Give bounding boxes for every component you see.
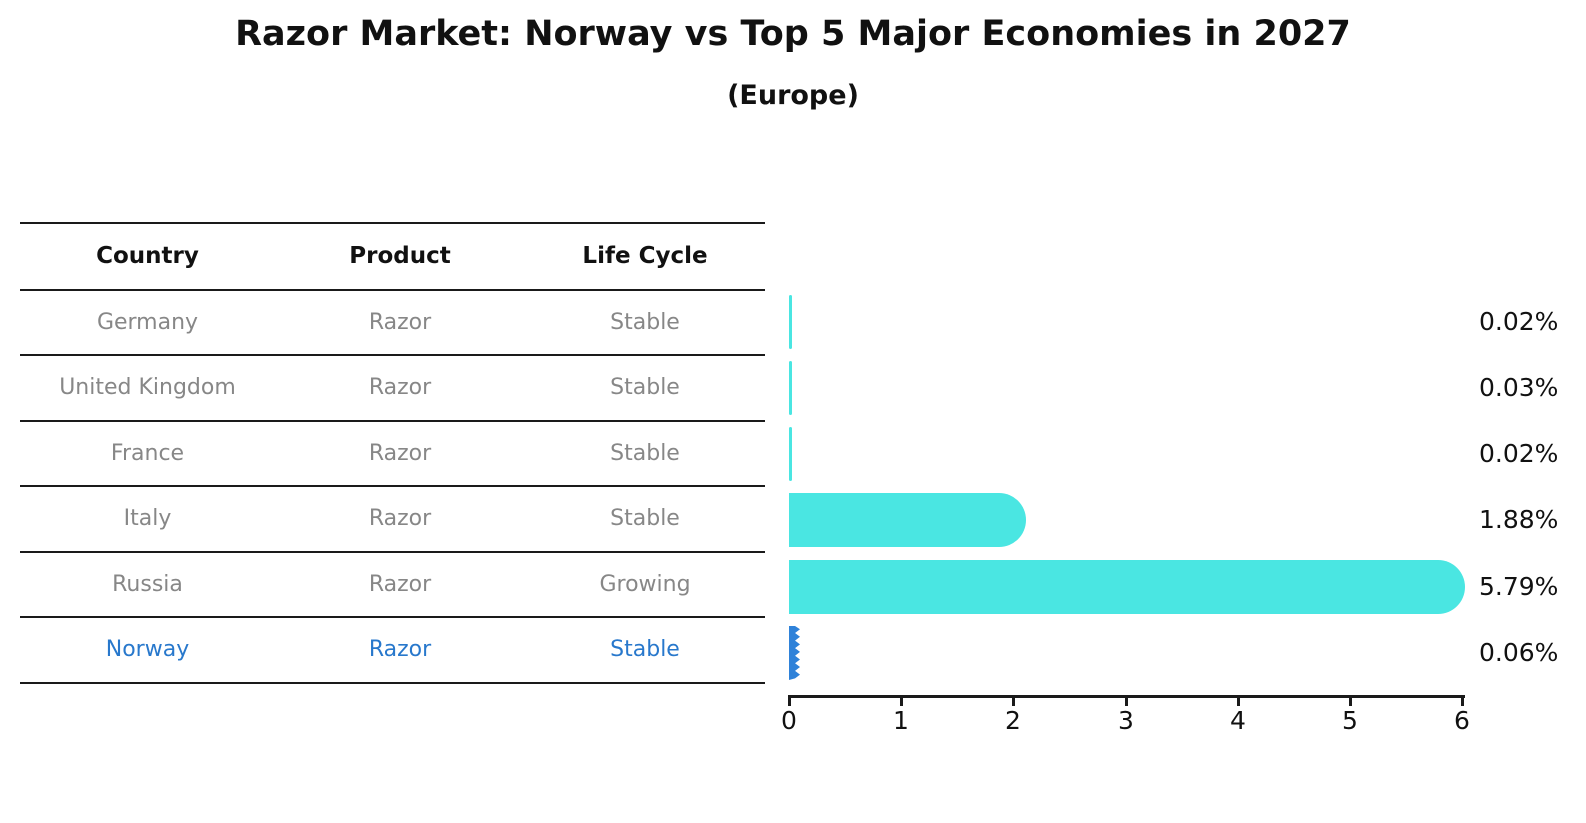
bar-united-kingdom (789, 361, 793, 415)
value-label-russia: 5.79% (1479, 572, 1559, 601)
chart-title: Razor Market: Norway vs Top 5 Major Econ… (235, 14, 1351, 54)
table-row-united-kingdom: United Kingdom Razor Stable (20, 356, 765, 422)
bar-italy (789, 493, 1027, 547)
table-row-norway: Norway Razor Stable (20, 618, 765, 684)
cell-product: Razor (368, 440, 432, 466)
table-row-russia: Russia Razor Growing (20, 553, 765, 618)
cell-product: Razor (368, 506, 432, 532)
x-tick-label: 0 (781, 706, 797, 735)
tick-mark (1012, 697, 1015, 706)
value-label-united-kingdom: 0.03% (1479, 373, 1559, 402)
cell-country: United Kingdom (59, 375, 236, 401)
cell-lifecycle: Stable (610, 375, 680, 401)
tick-mark (1125, 697, 1128, 706)
x-axis-line (788, 695, 1465, 698)
table-row-france: France Razor Stable (20, 422, 765, 487)
cell-country: Italy (123, 506, 172, 532)
tick-mark (1237, 697, 1240, 706)
value-label-germany: 0.02% (1479, 307, 1559, 336)
cell-lifecycle: Growing (599, 571, 691, 597)
value-label-italy: 1.88% (1479, 505, 1559, 534)
chart-subtitle: (Europe) (727, 80, 859, 111)
cell-lifecycle: Stable (610, 309, 680, 335)
x-tick-label: 1 (893, 706, 909, 735)
cell-country: Norway (105, 637, 190, 663)
tick-mark (900, 697, 903, 706)
x-tick-label: 5 (1342, 706, 1358, 735)
table-row-italy: Italy Razor Stable (20, 487, 765, 553)
column-header-product: Product (349, 243, 451, 270)
value-label-france: 0.02% (1479, 439, 1559, 468)
bar-france (789, 427, 792, 481)
cell-country: Germany (96, 309, 199, 335)
table-row-germany: Germany Razor Stable (20, 291, 765, 356)
cell-country: France (110, 440, 185, 466)
x-tick-label: 4 (1230, 706, 1246, 735)
cell-product: Razor (368, 375, 432, 401)
cell-lifecycle: Stable (610, 440, 680, 466)
column-header-lifecycle: Life Cycle (582, 243, 708, 270)
value-label-norway: 0.06% (1479, 638, 1559, 667)
x-tick-label: 3 (1118, 706, 1134, 735)
tick-mark (1349, 697, 1352, 706)
column-header-country: Country (96, 243, 199, 270)
bar-norway (789, 626, 800, 680)
x-tick-label: 6 (1454, 706, 1470, 735)
cell-lifecycle: Stable (610, 637, 680, 663)
cell-product: Razor (368, 637, 432, 663)
tick-mark (1461, 697, 1464, 706)
cell-country: Russia (112, 571, 183, 597)
x-tick-label: 2 (1005, 706, 1021, 735)
cell-product: Razor (368, 309, 432, 335)
cell-product: Razor (368, 571, 432, 597)
bar-russia (789, 560, 1466, 614)
bar-germany (789, 295, 792, 349)
cell-lifecycle: Stable (610, 506, 680, 532)
table-header-row: Country Product Life Cycle (20, 224, 765, 291)
data-table: Country Product Life Cycle Germany Razor… (20, 222, 765, 684)
tick-mark (788, 697, 791, 706)
